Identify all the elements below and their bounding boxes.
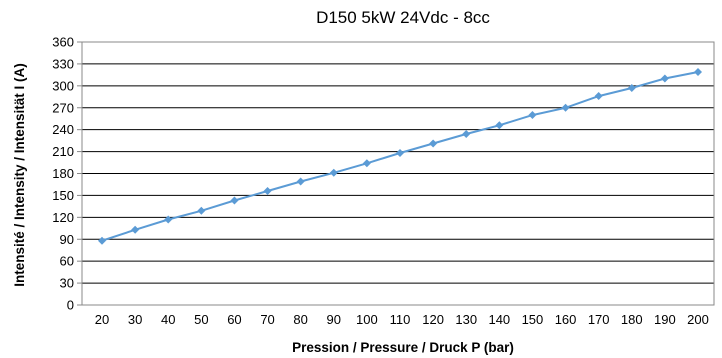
y-tick-label: 360 xyxy=(52,35,74,50)
data-point xyxy=(561,103,570,112)
y-tick-label: 270 xyxy=(52,100,74,115)
x-tick-label: 130 xyxy=(455,312,477,327)
x-tick-label: 120 xyxy=(422,312,444,327)
y-tick-label: 0 xyxy=(67,298,74,313)
y-tick-label: 300 xyxy=(52,78,74,93)
y-tick-label: 150 xyxy=(52,188,74,203)
x-tick-label: 110 xyxy=(390,312,411,327)
y-tick-label: 30 xyxy=(60,276,74,291)
data-point xyxy=(627,84,636,93)
y-tick-label: 330 xyxy=(52,56,74,71)
y-tick-label: 240 xyxy=(52,122,74,137)
data-point xyxy=(495,121,504,130)
data-point xyxy=(396,149,404,158)
data-point xyxy=(429,139,438,148)
data-point xyxy=(131,225,140,234)
x-tick-label: 80 xyxy=(293,312,307,327)
x-tick-label: 160 xyxy=(555,312,577,327)
series-layer xyxy=(98,67,702,245)
y-axis-ticks: 0 30 60 90 120 150 180 210 240 270 300 330 360 xyxy=(52,35,82,313)
x-tick-label: 140 xyxy=(488,312,510,327)
x-tick-label: 30 xyxy=(128,312,142,327)
x-tick-label: 170 xyxy=(588,312,610,327)
x-tick-label: 90 xyxy=(327,312,341,327)
x-tick-label: 100 xyxy=(356,312,378,327)
data-point xyxy=(263,187,272,196)
y-tick-label: 120 xyxy=(52,210,74,225)
data-point xyxy=(462,130,471,139)
data-point xyxy=(329,168,338,177)
data-point xyxy=(98,236,106,245)
data-point xyxy=(197,206,206,215)
y-tick-label: 90 xyxy=(60,232,74,247)
x-tick-label: 200 xyxy=(687,312,709,327)
data-point xyxy=(694,67,702,76)
x-axis-label: Pression / Pressure / Druck P (bar) xyxy=(292,340,514,355)
x-tick-label: 190 xyxy=(654,312,676,327)
data-point xyxy=(594,92,603,101)
data-point xyxy=(296,177,305,186)
gridlines xyxy=(82,63,714,284)
data-point xyxy=(362,159,371,168)
y-tick-label: 180 xyxy=(52,166,74,181)
x-tick-label: 60 xyxy=(227,312,241,327)
x-tick-label: 20 xyxy=(95,312,109,327)
y-axis-label: Intensité / Intensity / Intensität I (A) xyxy=(12,63,27,287)
y-tick-label: 210 xyxy=(52,144,74,159)
x-axis-ticks: 20 30 40 50 60 70 80 90 100 110 120 130 140 150 160 170… xyxy=(95,312,709,327)
data-point xyxy=(660,74,669,83)
x-tick-label: 150 xyxy=(522,312,544,327)
x-tick-label: 70 xyxy=(260,312,274,327)
data-point xyxy=(528,111,537,120)
x-tick-label: 40 xyxy=(161,312,175,327)
chart-title: D150 5kW 24Vdc - 8cc xyxy=(316,8,490,27)
data-point xyxy=(164,215,173,224)
x-tick-label: 50 xyxy=(194,312,208,327)
data-point xyxy=(230,196,239,205)
x-tick-label: 180 xyxy=(621,312,643,327)
y-tick-label: 60 xyxy=(60,254,74,269)
